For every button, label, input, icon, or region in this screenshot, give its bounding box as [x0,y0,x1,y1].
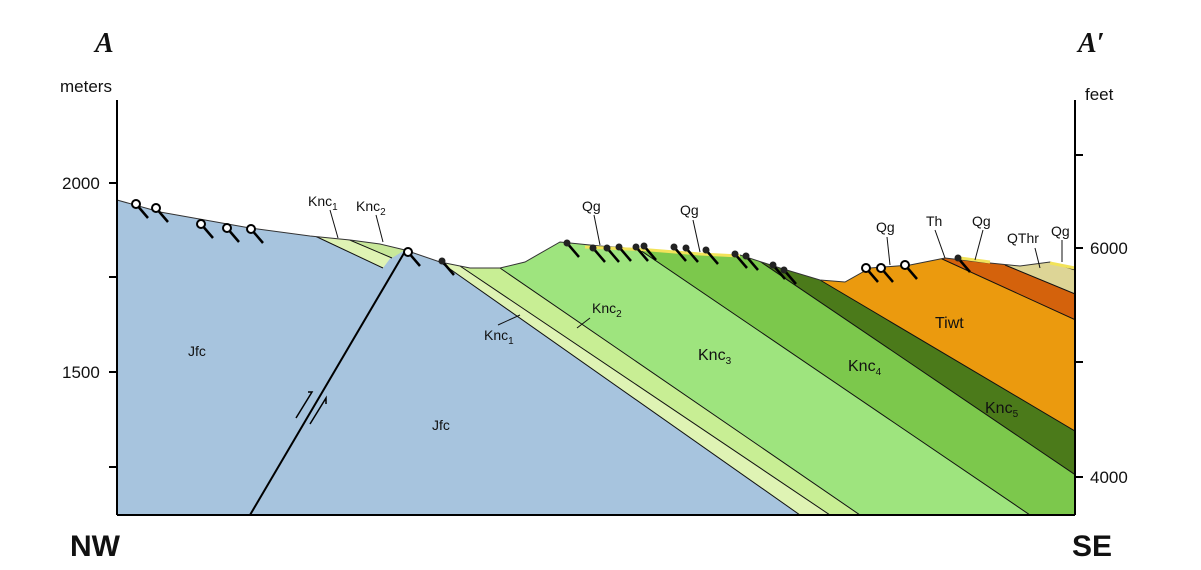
unit-label-text: Qg [680,202,699,218]
dip-open [223,224,231,232]
unit-label-text: Jfc [432,417,450,433]
unit-label-sub: 1 [508,336,514,347]
unit-label-sub: 2 [616,309,622,320]
unit-label: Qg [680,202,699,218]
right-tick-label: 4000 [1090,468,1128,487]
dip-filled [604,245,611,252]
unit-label-text: Knc [592,300,616,316]
dip-filled [732,251,739,258]
unit-label-text: Knc [308,193,332,209]
dip-filled [564,240,571,247]
unit-label-text: Knc [698,347,726,364]
dip-filled [703,247,710,254]
unit-label: Qg [1051,223,1070,239]
unit-label-text: Qg [972,213,991,229]
unit-label-sub: 1 [332,202,338,213]
dip-filled [590,245,597,252]
dip-open [197,220,205,228]
unit-label-sub: 4 [876,367,882,378]
unit-label: Qg [876,219,895,235]
dip-filled [955,255,962,262]
unit-label-text: Knc [848,358,876,375]
dip-filled [439,258,446,265]
unit-label-text: Knc [356,198,380,214]
section-start: A [93,28,114,59]
right-unit: feet [1085,85,1114,104]
unit-label-text: QThr [1007,230,1039,246]
dip-filled [633,244,640,251]
unit-label: Jfc [432,417,450,433]
unit-label-text: Jfc [188,343,206,359]
dip-filled [781,267,788,274]
unit-label-text: Knc [985,400,1013,417]
unit-label-sub: 3 [726,356,732,367]
dip-open [901,261,909,269]
unit-label-text: Th [926,213,942,229]
unit-label-text: Qg [582,198,601,214]
unit-label-text: Knc [484,327,508,343]
unit-label: Jfc [188,343,206,359]
left-tick-label: 1500 [62,363,100,382]
unit-label: Tiwt [935,315,964,332]
dip-filled [616,244,623,251]
unit-label: Qg [582,198,601,214]
dip-open [247,225,255,233]
unit-label-text: Tiwt [935,315,964,332]
dip-filled [770,262,777,269]
dip-open [877,264,885,272]
unit-label: Qg [972,213,991,229]
unit-label-sub: 2 [380,207,386,218]
section-end: A′ [1076,28,1105,59]
dip-filled [683,245,690,252]
unit-label-text: Qg [876,219,895,235]
left-unit: meters [60,77,112,96]
dip-open [404,248,412,256]
unit-label-sub: 5 [1013,409,1019,420]
dip-filled [743,253,750,260]
unit-label: Knc1 [308,193,338,213]
left-tick-label: 2000 [62,174,100,193]
cross-section: A A′ meters feet 2000 1500 6000 4000 NW … [0,0,1201,570]
dip-open [132,200,140,208]
direction-right: SE [1072,530,1112,563]
dip-open [152,204,160,212]
dip-open [862,264,870,272]
unit-label: QThr [1007,230,1039,246]
dip-filled [671,244,678,251]
unit-label: Knc2 [356,198,386,218]
direction-left: NW [70,530,121,563]
unit-label-text: Qg [1051,223,1070,239]
unit-label: Th [926,213,942,229]
dip-filled [641,243,648,250]
right-tick-label: 6000 [1090,239,1128,258]
